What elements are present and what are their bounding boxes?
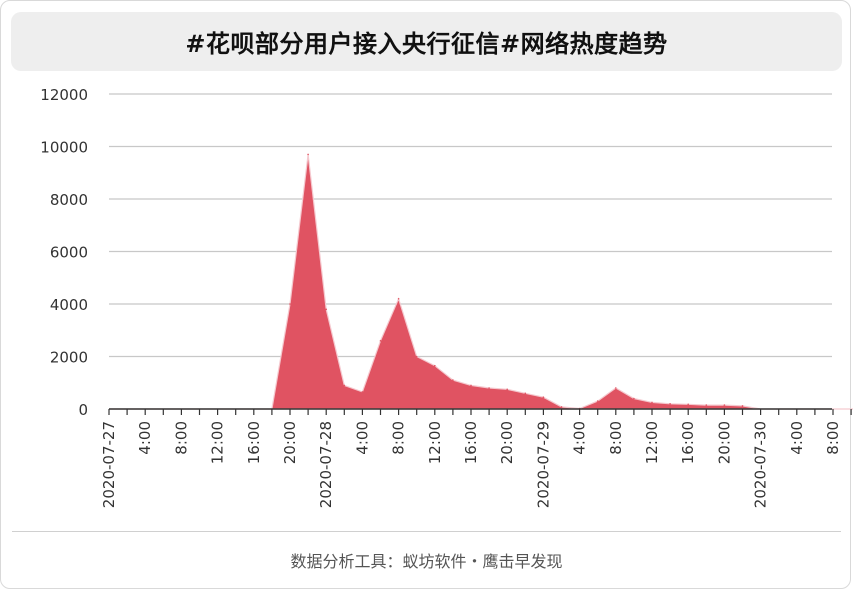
x-tick-label: 16:00: [679, 421, 697, 464]
y-tick-label: 2000: [50, 349, 88, 367]
y-tick-label: 8000: [50, 191, 88, 209]
data-point: [723, 404, 726, 406]
data-point: [379, 340, 382, 342]
x-tick-label: 20:00: [715, 421, 733, 464]
data-point: [325, 308, 328, 311]
x-tick-label: 4:00: [571, 421, 589, 455]
data-point: [361, 391, 364, 393]
data-point: [651, 401, 653, 404]
data-point: [470, 384, 472, 387]
x-tick-label: 2020-07-28: [317, 421, 335, 508]
x-tick-label: 20:00: [281, 421, 299, 464]
y-tick-label: 4000: [50, 296, 88, 314]
data-point: [307, 153, 309, 156]
data-point: [669, 403, 671, 405]
grid-lines: [109, 93, 832, 358]
x-tick-label: 20:00: [498, 421, 516, 464]
data-point: [705, 404, 708, 406]
x-tick-label: 16:00: [245, 421, 263, 464]
x-tick-label: 2020-07-29: [534, 421, 552, 508]
x-tick-label: 4:00: [353, 421, 371, 455]
x-tick-label: 16:00: [462, 421, 480, 464]
x-tick-label: 12:00: [209, 421, 227, 464]
data-point: [434, 364, 436, 367]
data-point: [452, 379, 454, 381]
data-point: [687, 403, 689, 406]
x-tick-label: 4:00: [136, 421, 154, 455]
area-fill: [109, 154, 853, 410]
x-tick-label: 4:00: [788, 421, 806, 455]
footer-source: 数据分析工具：蚁坊软件・鹰击早发现: [290, 552, 563, 571]
x-tick-labels: 2020-07-27 4:00 8:00 12:00 16:00 20:00 2020-07…: [100, 421, 842, 508]
footer-divider: [12, 531, 841, 532]
chart-title: #花呗部分用户接入央行征信#网络热度趋势: [185, 30, 668, 58]
y-tick-label: 0: [78, 401, 88, 419]
data-point: [560, 406, 563, 408]
data-point: [343, 384, 346, 387]
data-point: [596, 400, 599, 402]
x-tick-label: 8:00: [824, 421, 842, 455]
data-point: [741, 405, 744, 407]
x-tick-label: 12:00: [426, 421, 444, 464]
data-point: [506, 388, 509, 391]
y-tick-label: 6000: [50, 244, 88, 262]
x-axis: [108, 408, 852, 415]
x-tick-label: 8:00: [172, 421, 190, 455]
data-point: [415, 355, 418, 358]
data-point: [289, 303, 291, 305]
x-tick-label: 8:00: [607, 421, 625, 455]
y-tick-label: 10000: [40, 139, 88, 157]
x-tick-label: 8:00: [390, 421, 408, 455]
data-point: [524, 392, 527, 395]
data-point: [542, 396, 545, 399]
area-series: [109, 153, 853, 410]
x-tick-label: 2020-07-27: [100, 421, 118, 508]
data-point: [397, 298, 400, 300]
title-bar: #花呗部分用户接入央行征信#网络热度趋势: [11, 12, 842, 71]
data-point: [488, 387, 490, 389]
x-tick-label: 12:00: [643, 421, 661, 464]
y-tick-label: 12000: [40, 86, 88, 104]
x-tick-label: 2020-07-30: [752, 421, 770, 508]
data-point: [615, 387, 617, 389]
data-point: [633, 397, 635, 400]
y-tick-labels: 0 2000 4000 6000 8000 10000 12000: [40, 86, 88, 419]
